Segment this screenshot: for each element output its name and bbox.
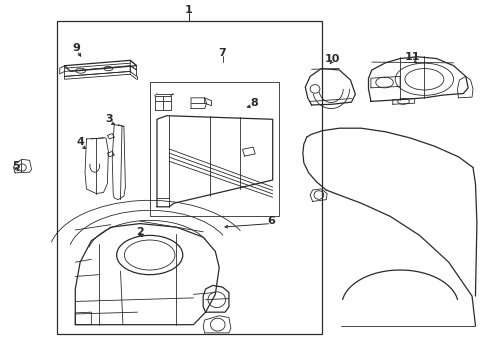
Text: 10: 10 xyxy=(324,54,339,64)
Text: 6: 6 xyxy=(267,216,275,226)
Text: 5: 5 xyxy=(12,161,20,171)
Text: 11: 11 xyxy=(404,52,419,62)
Text: 2: 2 xyxy=(136,227,143,237)
Text: 3: 3 xyxy=(105,114,113,124)
Text: 7: 7 xyxy=(218,48,226,58)
Text: 9: 9 xyxy=(73,43,81,53)
Text: 8: 8 xyxy=(250,98,258,108)
Bar xyxy=(57,21,322,334)
Bar xyxy=(149,82,278,216)
Text: 1: 1 xyxy=(184,5,192,15)
Text: 4: 4 xyxy=(77,138,84,148)
